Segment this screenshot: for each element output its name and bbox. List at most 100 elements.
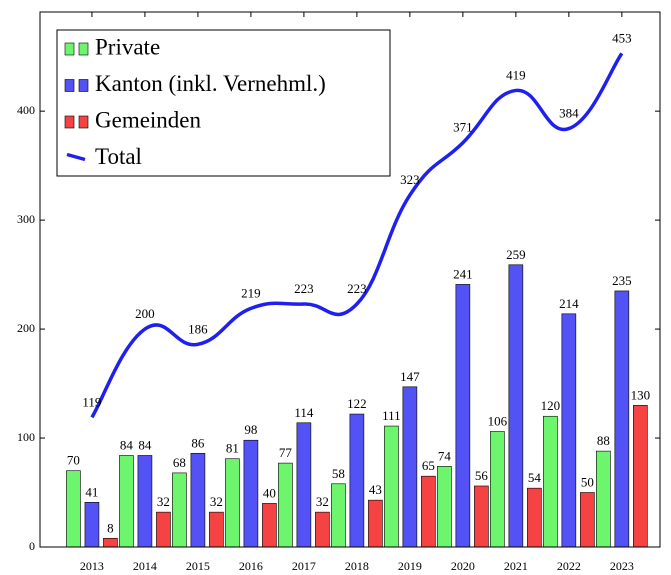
bar [596,450,611,548]
bar [490,431,505,548]
bar-label: 122 [347,396,367,411]
x-tick-label: 2015 [186,559,210,573]
bar [119,455,134,548]
bar-label: 41 [85,484,98,499]
bar-label: 32 [210,494,223,509]
bar-label: 84 [138,437,152,452]
legend-swatch [64,42,75,56]
bar-label: 106 [488,413,508,428]
y-tick-label: 100 [17,430,35,444]
line-label: 223 [347,281,367,296]
x-tick-label: 2017 [292,559,316,573]
line-label: 219 [241,285,261,300]
bar [331,483,346,548]
legend-label: Gemeinden [95,107,202,132]
plot-frame [39,11,661,548]
line-label: 223 [294,281,314,296]
legend-box [56,29,391,177]
bar [84,502,100,548]
bar [543,415,558,548]
bar [561,313,577,548]
x-tick-label: 2019 [398,559,422,573]
bar-label: 54 [528,470,542,485]
y-tick-label: 400 [17,103,35,117]
bar [437,466,452,548]
x-tick-label: 2022 [557,559,581,573]
bar [103,537,118,548]
bar [296,422,312,548]
legend-swatch [66,152,86,162]
bar-label: 235 [612,273,632,288]
bar-label: 120 [541,398,561,413]
line-label: 200 [135,306,155,321]
bar [262,503,277,548]
line-label: 453 [612,30,632,45]
bar [474,485,489,548]
bar-label: 259 [506,247,526,262]
bar-label: 32 [157,494,170,509]
bar-label: 98 [244,422,257,437]
bar [455,284,471,548]
bar [384,425,399,548]
bar-label: 50 [581,475,594,490]
bar [527,487,542,548]
bar [156,511,171,548]
bar [243,439,259,548]
bar-label: 32 [316,494,329,509]
bar-label: 147 [400,369,420,384]
bar-label: 68 [173,455,186,470]
bar-label: 56 [475,468,489,483]
line-label: 419 [506,67,526,82]
bar-label: 81 [226,441,239,456]
legend-label: Private [95,34,160,59]
bar-label: 8 [107,520,114,535]
line-label: 186 [188,321,208,336]
legend-label: Total [95,144,142,169]
bar-label: 70 [67,453,80,468]
bar [580,492,595,548]
bar [508,264,524,548]
bar-label: 77 [279,445,293,460]
legend-label: Kanton (inkl. Vernehml.) [95,71,326,96]
bar-label: 43 [369,482,382,497]
total-line [90,52,624,419]
bar-label: 58 [332,466,345,481]
bar [614,290,630,548]
bar-label: 241 [453,266,473,281]
line-label: 371 [453,120,473,135]
bar [633,405,648,548]
bar-label: 88 [597,433,610,448]
legend-swatch [78,79,89,92]
y-tick-label: 0 [29,539,35,553]
bar-label: 111 [382,408,401,423]
line-label: 384 [559,106,579,121]
bar [225,458,240,548]
bar-label: 86 [191,435,205,450]
x-tick-label: 2018 [345,559,369,573]
x-tick-label: 2020 [451,559,475,573]
x-tick-label: 2021 [504,559,528,573]
bar [421,475,436,548]
bar [278,462,293,548]
x-tick-label: 2023 [610,559,634,573]
legend-swatch [78,42,89,56]
x-tick-label: 2014 [133,559,157,573]
bar-label: 84 [120,437,134,452]
bar-label: 130 [631,387,651,402]
x-tick-label: 2013 [80,559,104,573]
y-tick-label: 300 [17,212,35,226]
bar [349,413,365,548]
bar-label: 114 [294,405,314,420]
line-label: 323 [400,172,420,187]
bar [209,511,224,548]
bar [66,470,81,548]
legend-swatch [78,115,89,129]
bar [137,455,153,548]
y-tick-label: 200 [17,321,35,335]
bar [172,472,187,548]
bar-label: 214 [559,296,579,311]
bar [402,386,418,548]
bar [190,452,206,548]
bar [315,511,330,548]
